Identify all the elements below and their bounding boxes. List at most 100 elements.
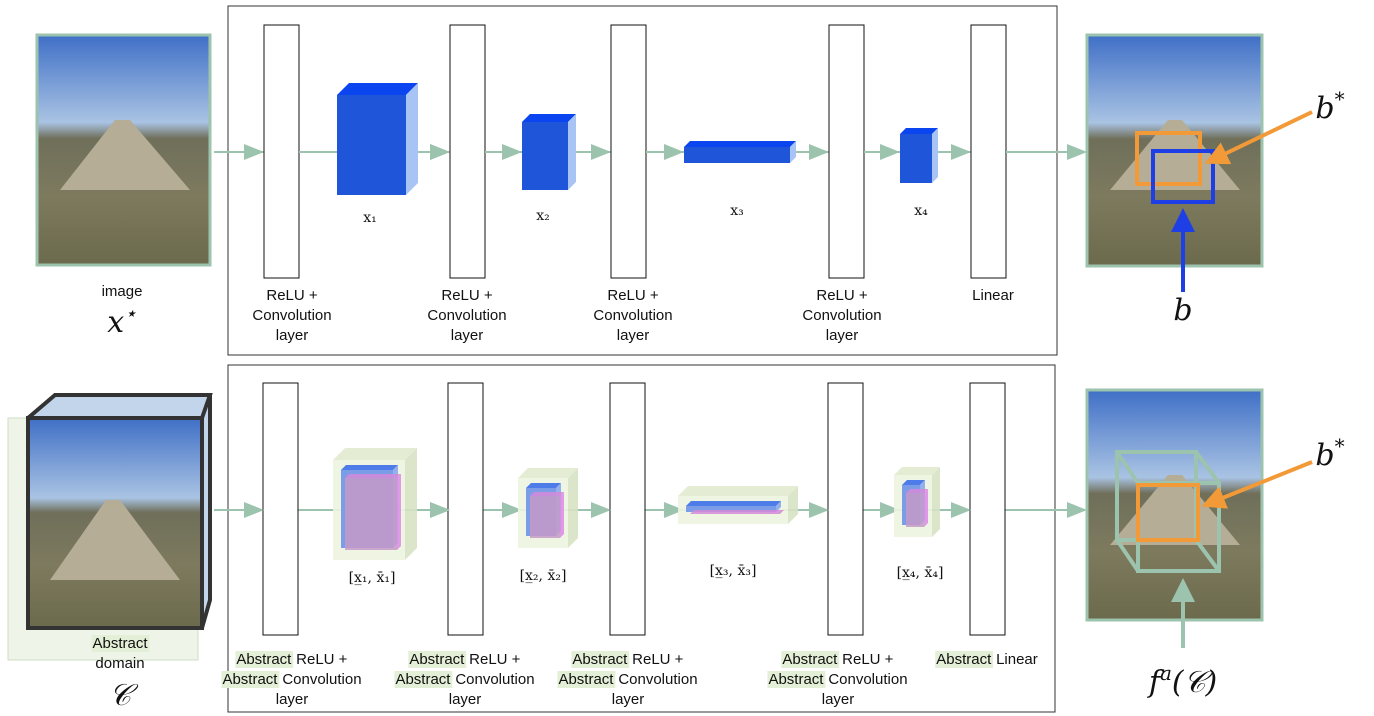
tensor-label: x₂ — [536, 208, 550, 224]
layout — [7, 5, 1313, 713]
layer-label: ReLU + — [607, 287, 659, 304]
layer-label: Convolution — [828, 671, 907, 688]
layer-label: layer — [451, 327, 484, 344]
target-box — [1136, 483, 1200, 542]
layer-label: ReLU + — [816, 287, 868, 304]
sup: a — [1160, 661, 1172, 685]
highlight — [571, 651, 630, 668]
sup: ⋆ — [124, 301, 137, 325]
highlight — [935, 651, 994, 668]
layer — [449, 24, 486, 279]
label: Abstract — [936, 651, 992, 668]
tensor — [530, 492, 564, 538]
predicted-box — [1151, 149, 1215, 204]
tensor — [900, 128, 938, 183]
tensor-side — [790, 141, 796, 163]
tensor-front — [906, 493, 924, 527]
label: Abstract — [782, 651, 838, 668]
tensor — [345, 474, 401, 550]
tensor-top — [906, 489, 928, 493]
tensor-top — [900, 128, 938, 134]
layer-label: layer — [449, 691, 482, 708]
tensor-front — [530, 496, 560, 538]
tensor-top — [345, 474, 401, 478]
base: x — [107, 305, 124, 340]
arrow — [1201, 460, 1313, 509]
base: b — [1315, 91, 1334, 126]
interval-label: [x̲₃, x̄₃] — [710, 563, 757, 579]
tensor-top — [678, 486, 798, 496]
interval-label: [x̲₁, x̄₁] — [349, 570, 396, 586]
label: Abstract — [236, 651, 292, 668]
tensor-side — [405, 448, 417, 560]
layer — [610, 24, 647, 279]
tensor-front — [337, 95, 406, 195]
layer-label: Convolution — [618, 671, 697, 688]
math-symbol: fa(𝒞) — [1147, 661, 1217, 700]
interval-label: [x̲₄, x̄₄] — [897, 565, 944, 581]
tensor — [522, 114, 576, 190]
label: Abstract — [222, 671, 278, 688]
layer — [609, 382, 646, 636]
domain-frame — [26, 393, 213, 630]
runway — [1110, 475, 1240, 545]
base: b — [1315, 438, 1334, 473]
domain-symbol: 𝒞 — [109, 678, 139, 713]
tensor-side — [932, 467, 940, 537]
layer-label: Linear — [996, 651, 1038, 668]
tensor — [906, 489, 928, 527]
arrow — [1204, 110, 1313, 165]
layer-label: ReLU + — [266, 287, 318, 304]
rest: (𝒞) — [1172, 665, 1217, 700]
tensor — [684, 141, 796, 163]
highlight — [781, 651, 840, 668]
tensor-front — [345, 478, 397, 550]
layer-label: layer — [826, 327, 859, 344]
tensor-top — [518, 468, 578, 478]
layer-label: Linear — [972, 287, 1014, 304]
tensor-label: x₄ — [914, 203, 928, 219]
tensor-top — [333, 448, 417, 460]
bottom-panel — [227, 364, 1056, 713]
math-symbol: b* — [1315, 87, 1344, 126]
tensor-side — [568, 468, 578, 548]
highlight — [221, 671, 280, 688]
tensor-top — [902, 480, 925, 485]
label: domain — [95, 655, 144, 672]
tensor — [690, 510, 784, 514]
layer-label: layer — [276, 327, 309, 344]
layer-label: layer — [276, 691, 309, 708]
math-symbol: b* — [1315, 434, 1344, 473]
label: Abstract — [92, 635, 148, 652]
layer-label: layer — [617, 327, 650, 344]
layer-label: layer — [822, 691, 855, 708]
tensor-side — [568, 114, 576, 190]
runway — [1110, 120, 1240, 190]
label: Abstract — [395, 671, 451, 688]
layer-label: ReLU + — [441, 287, 493, 304]
math-symbol: x⋆ — [107, 301, 136, 340]
tensor — [337, 83, 418, 195]
tensor-top — [894, 467, 940, 475]
layer-label: layer — [612, 691, 645, 708]
tensor-side — [932, 128, 938, 183]
highlight — [408, 651, 467, 668]
highlight — [557, 671, 616, 688]
sup: * — [1335, 87, 1345, 111]
top-panel — [227, 5, 1058, 356]
tensor-top — [690, 510, 784, 514]
tensor-label: x₁ — [363, 210, 377, 226]
tensor-front — [522, 122, 568, 190]
highlight — [767, 671, 826, 688]
layer — [970, 24, 1007, 279]
highlight — [394, 671, 453, 688]
tensor-top — [341, 465, 398, 470]
tensor-front — [900, 134, 932, 183]
layer — [447, 382, 484, 636]
tensor-top — [686, 501, 781, 506]
tensor-top — [530, 492, 564, 496]
tensor-top — [526, 483, 561, 488]
layer-label: Convolution — [252, 307, 331, 324]
tensor — [686, 501, 781, 512]
